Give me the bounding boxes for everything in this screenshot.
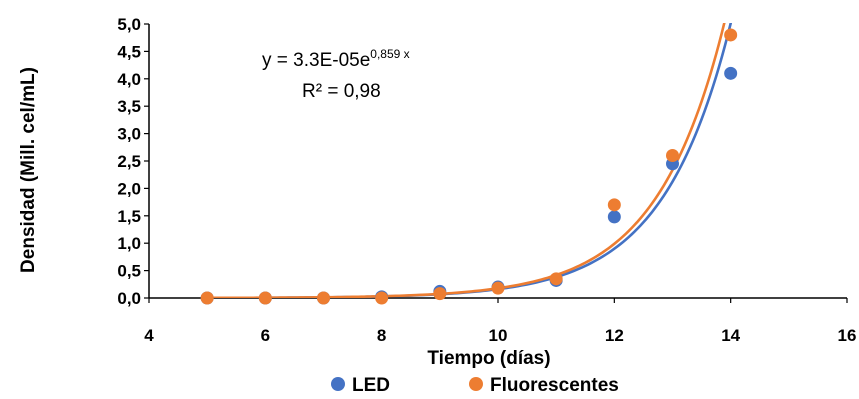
r-squared-label: R² = 0,98 — [302, 81, 381, 102]
data-point-fluorescentes — [549, 272, 563, 286]
ticks: 0,0 0,5 1,0 1,5 2,0 2,5 3,0 3,5 4,0 4,5 5,0 4 6 8 10 12… — [117, 15, 856, 345]
trendline-led — [207, 23, 733, 298]
y-axis-title: Densidad (Mill. cel/mL) — [18, 67, 39, 273]
trendline-fluorescentes — [207, 23, 726, 298]
data-point-fluorescentes — [258, 291, 272, 305]
x-tick-label: 16 — [838, 326, 857, 345]
trendlines — [207, 23, 733, 298]
equation-prefix: y = 3.3E-05e — [262, 50, 370, 71]
data-points — [200, 28, 738, 305]
y-tick-label: 3,5 — [117, 97, 141, 116]
x-tick-label: 8 — [377, 326, 386, 345]
data-point-fluorescentes — [317, 291, 330, 305]
data-point-fluorescentes — [433, 287, 447, 301]
y-tick-label: 5,0 — [117, 15, 141, 34]
data-point-led — [724, 66, 738, 80]
x-tick-label: 14 — [721, 326, 740, 345]
legend: LED Fluorescentes — [331, 375, 619, 396]
x-tick-label: 4 — [144, 326, 154, 345]
x-tick-label: 10 — [489, 326, 508, 345]
data-point-fluorescentes — [666, 149, 679, 163]
legend-marker-fluorescentes — [469, 377, 483, 391]
y-tick-label: 1,5 — [117, 207, 141, 226]
data-point-fluorescentes — [607, 198, 621, 212]
y-tick-label: 0,5 — [117, 262, 141, 281]
x-tick-label: 6 — [261, 326, 270, 345]
y-tick-label: 4,5 — [117, 42, 141, 61]
data-point-fluorescentes — [375, 291, 389, 305]
data-point-fluorescentes — [724, 28, 738, 42]
x-tick-label: 12 — [605, 326, 624, 345]
y-tick-label: 1,0 — [117, 234, 141, 253]
legend-label-fluorescentes: Fluorescentes — [490, 375, 619, 396]
y-tick-label: 0,0 — [117, 289, 141, 308]
x-axis-title: Tiempo (días) — [427, 348, 550, 369]
axes — [148, 24, 847, 299]
y-tick-label: 2,0 — [117, 179, 141, 198]
trendline-equation: y = 3.3E-05e0,859 x — [262, 47, 410, 71]
legend-label-led: LED — [352, 375, 390, 396]
y-tick-label: 3,0 — [117, 125, 141, 144]
equation-exponent: 0,859 x — [370, 47, 409, 61]
legend-marker-led — [331, 377, 345, 391]
data-point-led — [607, 210, 621, 224]
data-point-fluorescentes — [200, 291, 214, 305]
y-tick-label: 4,0 — [117, 70, 141, 89]
y-tick-label: 2,5 — [117, 152, 141, 171]
data-point-fluorescentes — [491, 281, 505, 295]
